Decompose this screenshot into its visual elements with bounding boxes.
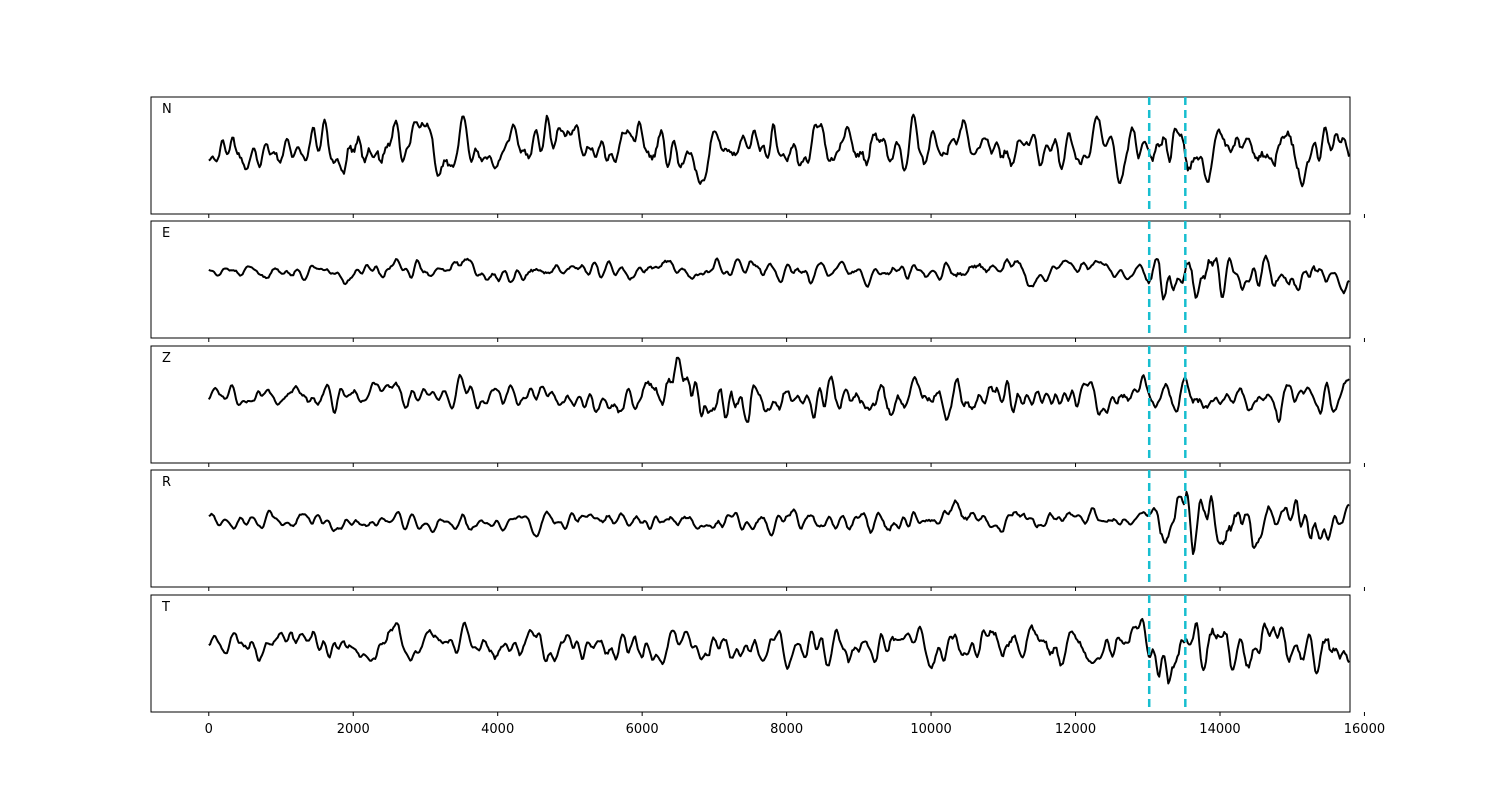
panel-e: E xyxy=(150,220,1365,342)
panel-label: E xyxy=(162,226,170,241)
panel-label: Z xyxy=(162,351,171,366)
x-tick-label: 10000 xyxy=(910,722,951,737)
panel-t: T xyxy=(150,594,1365,716)
panels-layer: N E Z R T xyxy=(150,96,1365,716)
x-tick-label: 0 xyxy=(205,722,213,737)
x-axis: 0 2000 4000 6000 8000 10000 12000 14000 16000 xyxy=(205,722,1385,737)
panel-frame xyxy=(150,220,1351,339)
panel-label: R xyxy=(162,475,171,490)
x-tick-label: 2000 xyxy=(337,722,370,737)
x-tick-label: 8000 xyxy=(770,722,803,737)
panel-frame xyxy=(150,345,1351,464)
x-tick-label: 4000 xyxy=(481,722,514,737)
panel-z: Z xyxy=(150,345,1365,467)
panel-label: T xyxy=(161,600,170,615)
panel-label: N xyxy=(162,102,172,117)
waveform-e xyxy=(208,254,1350,301)
waveform-r xyxy=(208,490,1350,555)
panel-r: R xyxy=(150,469,1365,591)
x-tick-label: 6000 xyxy=(626,722,659,737)
panel-frame xyxy=(150,469,1351,588)
panel-n: N xyxy=(150,96,1365,218)
x-tick-label: 16000 xyxy=(1344,722,1385,737)
x-tick-label: 14000 xyxy=(1199,722,1240,737)
waveform-t xyxy=(208,617,1350,685)
panel-frame xyxy=(150,96,1351,215)
waveform-z xyxy=(207,356,1350,423)
panel-frame xyxy=(150,594,1351,713)
x-tick-label: 12000 xyxy=(1055,722,1096,737)
waveform-n xyxy=(208,113,1350,188)
